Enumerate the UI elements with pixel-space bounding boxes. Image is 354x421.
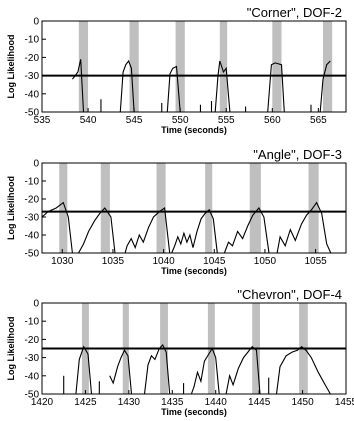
y-tick-label: 0 xyxy=(33,299,39,310)
x-tick-label: 565 xyxy=(310,115,327,126)
x-tick-label: 1455 xyxy=(335,397,354,408)
x-tick-label: 555 xyxy=(218,115,235,126)
x-tick-label: 535 xyxy=(34,115,51,126)
x-tick-label: 1420 xyxy=(31,397,54,408)
y-tick-label: -10 xyxy=(25,317,40,328)
likelihood-series xyxy=(78,207,116,254)
shaded-interval xyxy=(249,163,261,253)
likelihood-series xyxy=(119,59,135,113)
shaded-interval xyxy=(219,21,228,112)
x-tick-label: 1430 xyxy=(118,397,141,408)
likelihood-series xyxy=(143,343,171,395)
likelihood-series xyxy=(223,207,270,254)
x-tick-label: 1030 xyxy=(51,256,74,267)
x-tick-label: 1435 xyxy=(161,397,184,408)
x-tick-label: 560 xyxy=(264,115,281,126)
y-tick-label: -40 xyxy=(25,371,40,382)
y-tick-label: -40 xyxy=(25,89,40,100)
x-axis-title: Time (seconds) xyxy=(161,407,227,417)
y-axis-title: Log Likelihood xyxy=(6,176,16,240)
y-tick-label: 0 xyxy=(33,159,39,170)
x-tick-label: 1040 xyxy=(152,256,175,267)
panel-title: "Chevron", DOF-4 xyxy=(237,287,342,302)
likelihood-series xyxy=(166,65,181,113)
x-tick-label: 1045 xyxy=(203,256,226,267)
shaded-interval xyxy=(205,163,213,253)
shaded-interval xyxy=(59,163,68,253)
x-tick-label: 1440 xyxy=(205,397,228,408)
x-tick-label: 1450 xyxy=(291,397,314,408)
x-tick-label: 540 xyxy=(80,115,97,126)
likelihood-series xyxy=(319,60,331,113)
x-tick-label: 550 xyxy=(172,115,189,126)
y-tick-label: -30 xyxy=(25,71,40,82)
y-tick-label: -40 xyxy=(25,231,40,242)
y-axis-title: Log Likelihood xyxy=(6,35,16,99)
plot-frame xyxy=(41,302,347,395)
x-tick-label: 1445 xyxy=(248,397,271,408)
shaded-interval xyxy=(78,21,89,112)
x-tick-label: 545 xyxy=(126,115,143,126)
shaded-interval xyxy=(308,163,319,253)
y-axis-title: Log Likelihood xyxy=(6,317,16,381)
likelihood-series xyxy=(275,345,331,395)
plot-frame xyxy=(41,162,347,254)
likelihood-series xyxy=(124,207,171,254)
y-tick-label: -50 xyxy=(25,108,40,119)
x-tick-label: 1055 xyxy=(304,256,327,267)
likelihood-series xyxy=(71,59,85,113)
panel-title: "Angle", DOF-3 xyxy=(253,147,342,162)
y-tick-label: 0 xyxy=(33,17,39,28)
y-tick-label: -10 xyxy=(25,177,40,188)
likelihood-series xyxy=(225,345,261,395)
y-tick-label: -30 xyxy=(25,213,40,224)
x-tick-label: 1050 xyxy=(254,256,277,267)
likelihood-series xyxy=(109,349,133,395)
chart-angle: 0 -10 -20 -30 -40 -50 1030 1035 1040 1045 1050 1055… xyxy=(6,147,347,276)
shaded-interval xyxy=(129,21,139,112)
shaded-interval xyxy=(175,21,185,112)
likelihood-series xyxy=(214,60,231,113)
plot-frame xyxy=(41,20,347,113)
shaded-interval xyxy=(322,21,333,112)
y-tick-label: -20 xyxy=(25,53,40,64)
likelihood-series xyxy=(190,347,220,395)
likelihood-series xyxy=(171,208,218,254)
y-tick-label: -20 xyxy=(25,195,40,206)
y-tick-label: -30 xyxy=(25,353,40,364)
shaded-interval xyxy=(272,21,282,112)
shaded-interval xyxy=(156,163,166,253)
y-tick-label: -50 xyxy=(25,249,40,260)
likelihood-series xyxy=(41,201,73,254)
panel-title: "Corner", DOF-2 xyxy=(247,5,342,20)
likelihood-series xyxy=(276,201,332,254)
likelihood-series xyxy=(267,62,285,113)
x-tick-label: 1035 xyxy=(102,256,125,267)
y-tick-label: -20 xyxy=(25,335,40,346)
x-axis-title: Time (seconds) xyxy=(161,125,227,135)
x-axis-title: Time (seconds) xyxy=(161,266,227,276)
y-tick-label: -10 xyxy=(25,35,40,46)
likelihood-series xyxy=(75,345,93,395)
x-tick-label: 1425 xyxy=(74,397,97,408)
y-tick-label: -50 xyxy=(25,390,40,401)
